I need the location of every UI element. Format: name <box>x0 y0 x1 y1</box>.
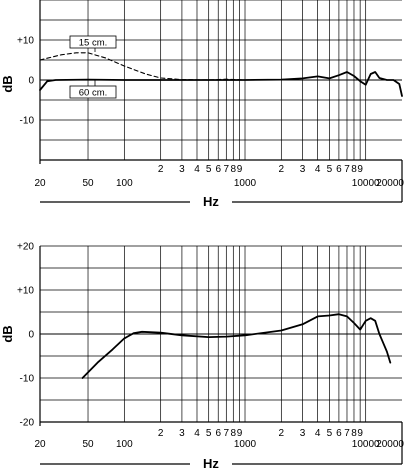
y-axis-label: dB <box>0 325 15 342</box>
x-tick-label: 50 <box>82 178 94 189</box>
x-tick-label: 50 <box>82 439 94 450</box>
y-tick-labels: +10 0 -10 <box>17 36 34 127</box>
x-tick-label: 20 <box>34 178 46 189</box>
x-tick-label: 8 <box>231 428 237 439</box>
y-tick-labels: +20 +10 0 -10 -20 <box>17 242 34 429</box>
x-tick-label: 100 <box>116 439 133 450</box>
x-tick-label: 20 <box>34 439 46 450</box>
x-tick-label: 5 <box>327 164 333 175</box>
x-tick-label: 20000 <box>376 439 404 450</box>
x-tick-label: 4 <box>194 428 200 439</box>
y-tick-label: +20 <box>17 242 34 253</box>
x-tick-label: 9 <box>357 428 363 439</box>
x-tick-label: 6 <box>336 428 342 439</box>
x-tick-label: 9 <box>357 164 363 175</box>
curve-annotations: 15 cm. 60 cm. <box>69 35 117 99</box>
series-line-60-cm- <box>39 71 403 97</box>
y-tick-label: 0 <box>28 76 34 87</box>
x-tick-label: 2 <box>279 428 285 439</box>
x-tick-label: 4 <box>194 164 200 175</box>
x-tick-label: 100 <box>116 178 133 189</box>
x-tick-label: 8 <box>351 164 357 175</box>
x-tick-label: 5 <box>206 428 212 439</box>
series-group <box>81 313 392 379</box>
x-tick-label: 7 <box>344 428 350 439</box>
x-tick-label: 7 <box>224 428 230 439</box>
annotation-label: 15 cm. <box>79 38 108 49</box>
x-tick-label: 3 <box>300 428 306 439</box>
x-tick-label: 3 <box>300 164 306 175</box>
x-axis-label: Hz <box>203 194 219 209</box>
series-group <box>39 52 403 97</box>
x-tick-label: 8 <box>351 428 357 439</box>
x-tick-label: 5 <box>206 164 212 175</box>
y-tick-label: -10 <box>20 374 35 385</box>
x-tick-label: 8 <box>231 164 237 175</box>
x-tick-label: 2 <box>279 164 285 175</box>
x-tick-label: 6 <box>336 164 342 175</box>
annotation-box <box>69 35 117 49</box>
x-tick-label: 6 <box>215 428 221 439</box>
y-tick-label: -10 <box>20 116 35 127</box>
x-tick-label: 6 <box>215 164 221 175</box>
x-tick-label: 4 <box>315 428 321 439</box>
x-tick-label: 5 <box>327 428 333 439</box>
x-tick-label: 3 <box>179 428 185 439</box>
x-tick-label: 9 <box>237 428 243 439</box>
x-tick-label: 9 <box>237 164 243 175</box>
x-tick-label: 2 <box>158 428 164 439</box>
y-tick-label: +10 <box>17 36 34 47</box>
y-tick-label: +10 <box>17 286 34 297</box>
x-tick-label: 20000 <box>376 178 404 189</box>
x-tick-label: 2 <box>158 164 164 175</box>
annotation-label: 60 cm. <box>79 88 108 99</box>
annotation-box <box>69 85 117 99</box>
x-tick-label: 1000 <box>234 178 257 189</box>
x-tick-label: 10000 <box>352 178 380 189</box>
x-tick-label: 3 <box>179 164 185 175</box>
gridlines <box>40 245 402 423</box>
x-tick-label: 10000 <box>352 439 380 450</box>
x-tick-label: 7 <box>344 164 350 175</box>
x-tick-label: 1000 <box>234 439 257 450</box>
x-tick-label: 7 <box>224 164 230 175</box>
x-axis-label: Hz <box>203 456 219 471</box>
x-tick-label: 4 <box>315 164 321 175</box>
series-line <box>81 313 392 379</box>
y-tick-label: 0 <box>28 330 34 341</box>
y-axis-label: dB <box>0 75 15 92</box>
y-tick-label: -20 <box>20 418 35 429</box>
